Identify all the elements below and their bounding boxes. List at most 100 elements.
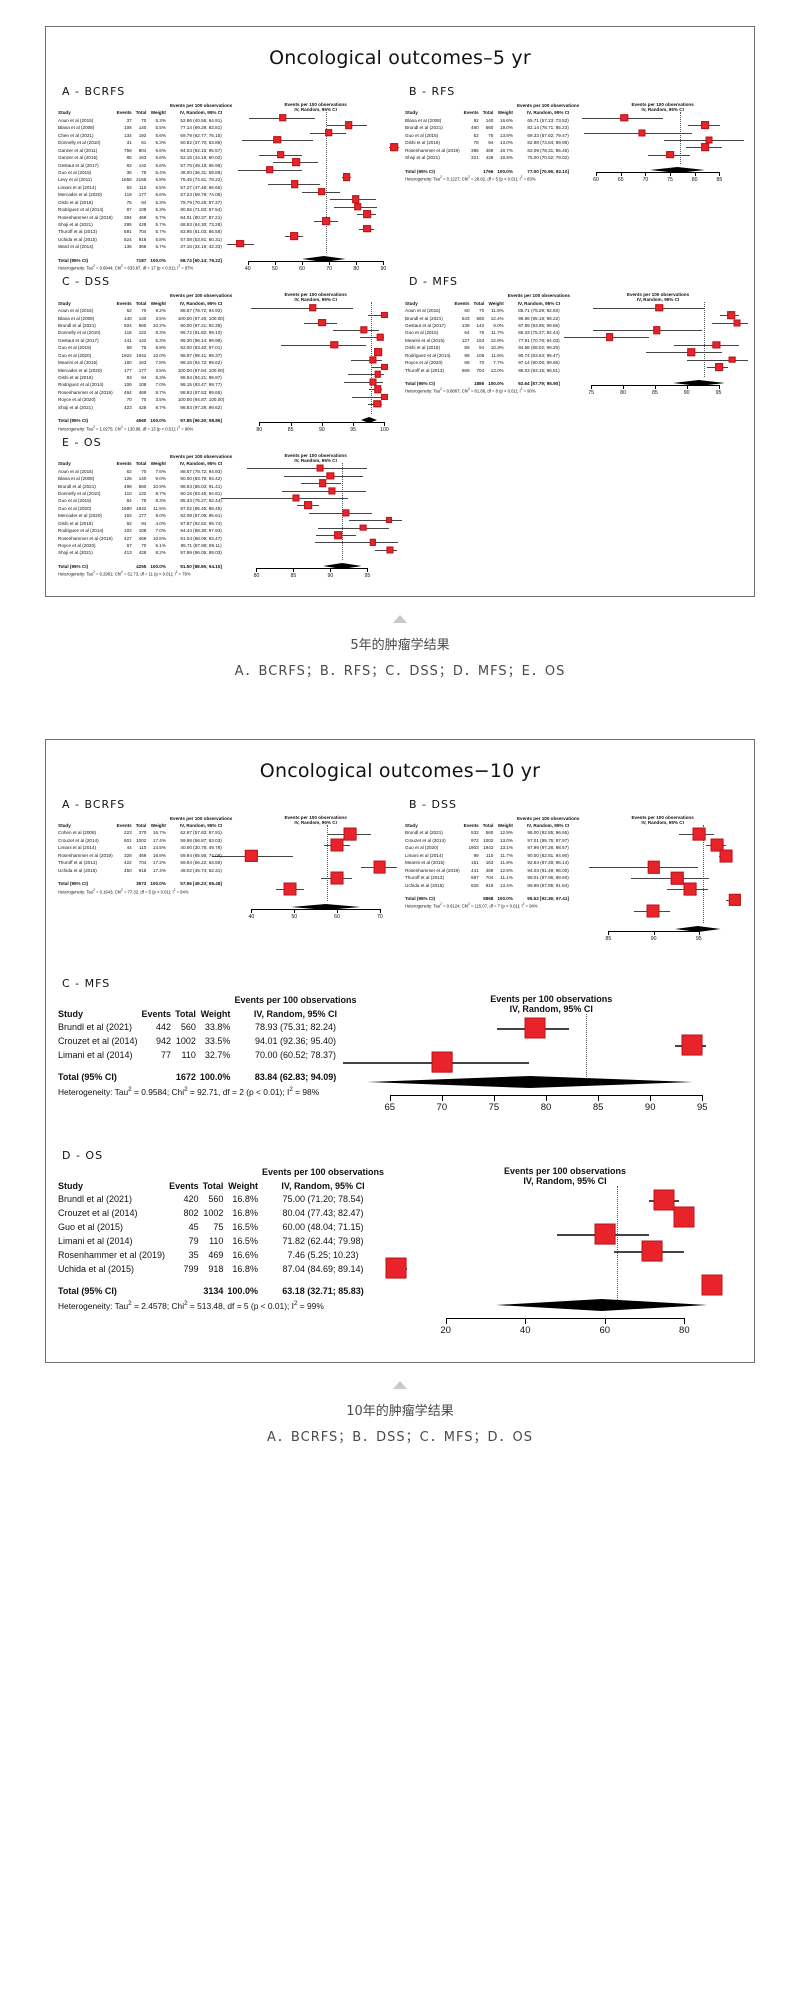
axis-tick — [379, 908, 381, 913]
cell-total-label: Total (95% CI) — [58, 881, 89, 887]
cell-total: 428 — [485, 155, 494, 161]
cell-events: 44 — [126, 845, 132, 851]
column-header-total: Total — [482, 823, 494, 829]
cell-weight: 7.0% — [155, 528, 166, 534]
cell-events: 498 — [124, 483, 132, 489]
table-row: Rosenhammer et al (2019) 427 469 10.6% 91.04… — [56, 535, 234, 542]
cell-estimate: 71.82 (62.44; 79.98) — [282, 1236, 364, 1247]
cell-estimate: 97.89 (93.95; 99.56) — [518, 322, 560, 328]
cell-total-total: 5868 — [483, 895, 494, 901]
cell-study: Guo et al (2020) — [58, 352, 92, 358]
reference-line — [325, 112, 327, 254]
cell-estimate: 92.00 (83.40; 97.01) — [180, 345, 222, 351]
forest-table: Events per 100 observations Study Events To… — [403, 102, 581, 183]
cell-events: 442 — [156, 1022, 172, 1033]
column-header-total: Total — [135, 461, 147, 467]
cell-events: 99 — [473, 852, 479, 858]
cell-estimate: 98.93 (97.53; 99.65) — [180, 389, 222, 395]
table-row: Limani et al (2014) 77 110 32.7% 70.00 (60.5… — [56, 1049, 359, 1063]
cell-estimate: 98.94 (94.21; 99.97) — [180, 375, 222, 380]
axis-tick-label: 20 — [440, 1324, 451, 1336]
cell-estimate: 62.97 (57.83; 67.91) — [180, 830, 222, 836]
study-marker-box — [701, 1274, 723, 1296]
cell-study: Blana et al (2008) — [58, 125, 95, 131]
forest-table: Events per 100 observations Study Events To… — [56, 1166, 386, 1313]
cell-total: 704 — [485, 875, 494, 881]
cell-total-total: 1766 — [483, 168, 494, 174]
cell-weight: 5.3% — [155, 117, 166, 123]
page-root: Oncological outcomes–5 yr A - BCRFS Event… — [45, 26, 755, 1445]
cell-estimate: 57.08 (53.81; 60.31) — [180, 236, 222, 242]
table-row: Royce et al (2020) 70 70 3.5% 100.00 (94.87;… — [56, 396, 234, 403]
cell-study: Rodriguez et al (2014) — [58, 207, 104, 213]
cell-events: 102 — [124, 528, 132, 534]
figure-2-caption-line2: A．BCRFS；B．DSS；C．MFS；D．OS — [267, 1429, 533, 1445]
cell-events: 63 — [126, 184, 132, 190]
forest-plot: Events per 100 observations Study Events To… — [56, 994, 744, 1123]
study-marker-box — [359, 524, 367, 532]
forest-panel: B - RFS Events per 100 observations Study E… — [403, 85, 744, 184]
cell-events: 140 — [124, 315, 132, 321]
cell-events: 669 — [461, 367, 470, 373]
forest-graph-wrap: Events per 100 observations IV, Random, 9… — [226, 102, 399, 273]
cell-total: 110 — [486, 852, 494, 858]
cell-estimate: 90.74 (83.63; 95.47) — [518, 352, 560, 358]
cell-events: 60 — [464, 308, 470, 314]
cell-events: 802 — [183, 1208, 199, 1219]
axis-tick — [330, 567, 332, 572]
column-header-total: Total — [175, 1008, 196, 1019]
cell-total: 70 — [479, 360, 485, 366]
study-marker-box — [351, 195, 360, 203]
column-header-events: Events — [141, 1008, 172, 1019]
column-header-events: Events — [463, 110, 479, 116]
axis-tick-label: 60 — [334, 913, 340, 920]
cell-total: 110 — [139, 845, 147, 851]
column-header-study: Study — [58, 300, 71, 306]
axis-tick-label: 70 — [376, 913, 383, 920]
study-marker-box — [342, 172, 351, 181]
cell-total-label: Total (95% CI) — [58, 1286, 117, 1297]
axis-tick — [596, 172, 598, 177]
cell-events: 441 — [471, 867, 479, 873]
cell-total: 140 — [138, 125, 147, 131]
panel-row: A - BCRFS Events per 100 observations Stud… — [56, 83, 744, 273]
cell-study: Ganzer et al (2011) — [58, 147, 98, 153]
study-marker-box — [369, 539, 376, 546]
table-header-spacer: Events per 100 observations — [56, 1166, 386, 1180]
column-header-estimate: IV, Random, 95% CI — [179, 823, 223, 829]
graph-header: Events per 100 observations IV, Random, 9… — [234, 815, 397, 825]
cell-study: Guo et al (2015) — [405, 330, 439, 336]
cell-events: 62 — [126, 308, 132, 314]
study-marker-box — [317, 318, 326, 327]
study-marker-box — [728, 356, 736, 364]
cell-weight: 3.5% — [155, 315, 166, 321]
cell-events: 35 — [188, 1250, 199, 1261]
table-row: Guo et al (2020) 1690 1942 11.5% 87.02 (85.4… — [56, 505, 234, 512]
cell-weight: 19.0% — [499, 125, 513, 131]
cell-estimate: 69.94 (65.56; 74.06) — [180, 852, 222, 858]
cell-total: 1002 — [203, 1208, 224, 1219]
axis-tick — [623, 384, 625, 389]
cell-estimate: 94.68 (88.02; 98.25) — [518, 345, 560, 351]
cell-total: 140 — [138, 315, 147, 321]
cell-weight: 13.0% — [490, 367, 504, 373]
cell-events: 64 — [464, 330, 470, 336]
cell-total-weight: 100.0% — [497, 895, 513, 901]
cell-total-label: Total (95% CI) — [405, 895, 436, 901]
column-header-study: Study — [58, 823, 71, 829]
study-marker-box — [594, 1223, 616, 1245]
cell-total: 560 — [138, 322, 147, 328]
axis-tick-label: 70 — [326, 266, 333, 273]
cell-estimate: 7.46 (5.25; 10.23) — [287, 1250, 359, 1261]
forest-plot: Events per 100 observations Study Events To… — [403, 292, 749, 397]
table-row: Blana et al (2008) 140 140 3.5% 100.00 (97.4… — [56, 315, 234, 322]
cell-study: Shoji et al (2021) — [58, 404, 93, 410]
confidence-interval-line — [368, 315, 385, 317]
cell-total: 70 — [141, 468, 147, 474]
cell-events: 77 — [161, 1050, 172, 1061]
table-header-row: Study Events Total Weight IV, Random, 95% CI — [403, 109, 581, 116]
cell-events: 450 — [124, 867, 132, 873]
forest-table-wrap: Events per 100 observations Study Events To… — [56, 815, 234, 896]
cell-estimate: 52.86 (40.55; 64.91) — [180, 117, 222, 123]
cell-total-estimate: 63.18 (32.71; 85.83) — [282, 1286, 364, 1297]
